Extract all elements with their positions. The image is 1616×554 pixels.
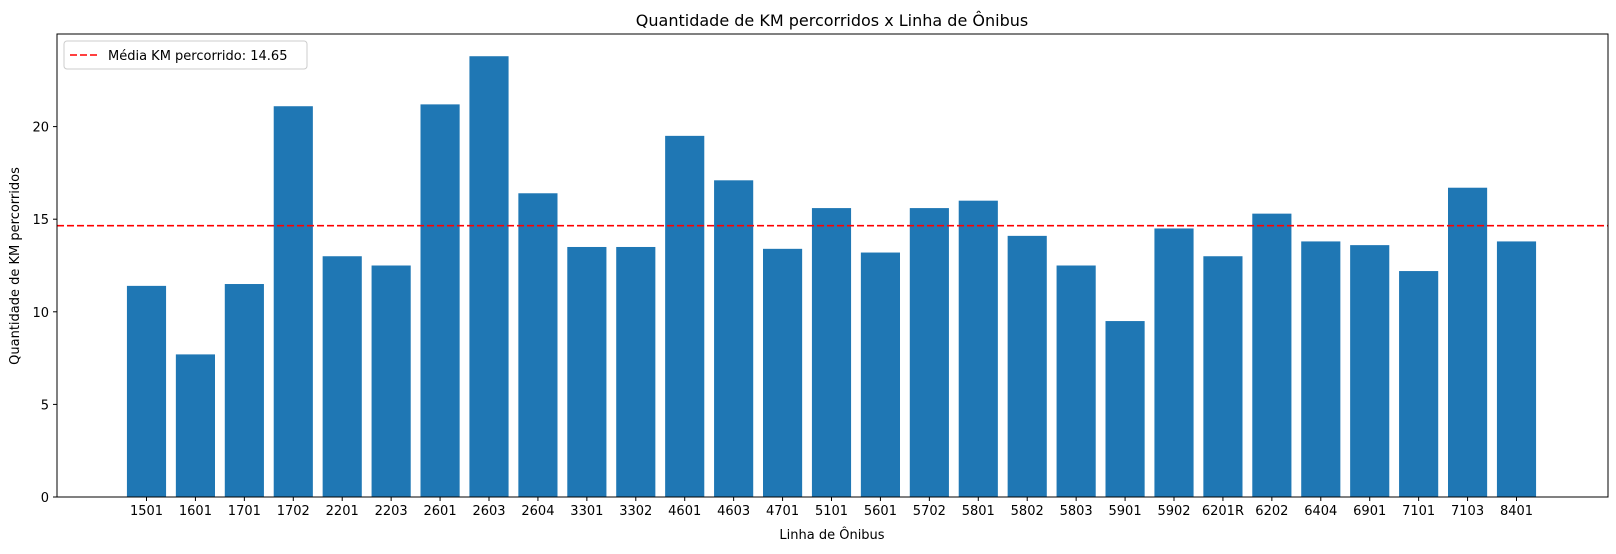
bar-2201 xyxy=(322,256,362,497)
x-tick-label: 8401 xyxy=(1500,504,1533,519)
x-tick-label: 6202 xyxy=(1255,504,1288,519)
x-tick-label: 6404 xyxy=(1304,504,1337,519)
x-tick-label: 2603 xyxy=(472,504,505,519)
x-tick-label: 1702 xyxy=(277,504,310,519)
x-tick-label: 2604 xyxy=(521,504,554,519)
bar-1601 xyxy=(175,354,215,497)
x-tick-label: 5702 xyxy=(913,504,946,519)
bar-1701 xyxy=(224,284,264,497)
y-tick-label: 20 xyxy=(32,121,49,136)
bar-3302 xyxy=(616,246,656,497)
x-tick-label: 4701 xyxy=(766,504,799,519)
bar-4701 xyxy=(763,248,803,497)
x-tick-label: 7103 xyxy=(1451,504,1484,519)
legend-box xyxy=(63,40,308,70)
bar-2203 xyxy=(371,265,411,497)
x-tick-label: 2203 xyxy=(375,504,408,519)
bar-5803 xyxy=(1056,265,1096,497)
y-tick-label: 0 xyxy=(41,491,49,506)
x-tick-label: 6201R xyxy=(1202,504,1244,519)
y-tick-label: 10 xyxy=(32,306,49,321)
x-tick-label: 4601 xyxy=(668,504,701,519)
legend: Média KM percorrido: 14.65 xyxy=(63,40,308,70)
bar-2603 xyxy=(469,56,509,497)
bar-7101 xyxy=(1399,271,1439,497)
x-tick-label: 2201 xyxy=(326,504,359,519)
bar-6404 xyxy=(1301,241,1341,497)
x-tick-label: 5902 xyxy=(1157,504,1190,519)
y-tick-label: 15 xyxy=(32,213,49,228)
x-tick-label: 5801 xyxy=(962,504,995,519)
bar-5702 xyxy=(909,208,949,497)
bar-6202 xyxy=(1252,213,1292,498)
bar-2604 xyxy=(518,193,558,497)
y-axis-label: Quantidade de KM percorridos xyxy=(8,167,23,365)
x-tick-label: 7101 xyxy=(1402,504,1435,519)
x-axis-label: Linha de Ônibus xyxy=(779,527,884,543)
x-tick-label: 2601 xyxy=(424,504,457,519)
legend-label: Média KM percorrido: 14.65 xyxy=(108,49,287,64)
y-ticks-group: 0 5 10 15 20 xyxy=(32,121,57,506)
x-ticks-group: 1501 1601 1701 1702 2201 2203 2601 2603 2604 3301… xyxy=(130,497,1533,519)
bar-7103 xyxy=(1448,187,1488,497)
bar-2601 xyxy=(420,104,460,497)
x-tick-label: 1701 xyxy=(228,504,261,519)
x-tick-label: 1501 xyxy=(130,504,163,519)
bar-3301 xyxy=(567,246,607,497)
bar-5802 xyxy=(1007,235,1047,498)
bar-4603 xyxy=(714,180,754,498)
x-tick-label: 3301 xyxy=(570,504,603,519)
x-tick-label: 1601 xyxy=(179,504,212,519)
x-tick-label: 4603 xyxy=(717,504,750,519)
bar-5902 xyxy=(1154,228,1194,497)
bar-4601 xyxy=(665,135,705,498)
bar-5101 xyxy=(811,208,852,497)
x-tick-label: 5802 xyxy=(1011,504,1044,519)
x-tick-label: 3302 xyxy=(619,504,652,519)
x-tick-label: 5101 xyxy=(815,504,848,519)
y-tick-label: 5 xyxy=(41,398,49,413)
bar-5601 xyxy=(860,252,900,497)
bar-1501 xyxy=(126,285,167,497)
x-tick-label: 5803 xyxy=(1060,504,1093,519)
bar-1702 xyxy=(273,106,313,497)
bar-5801 xyxy=(958,200,998,497)
x-tick-label: 6901 xyxy=(1353,504,1386,519)
chart-title: Quantidade de KM percorridos x Linha de … xyxy=(636,11,1028,30)
x-tick-label: 5601 xyxy=(864,504,897,519)
axes-frame xyxy=(56,33,1609,498)
bars-group xyxy=(126,56,1537,498)
bar-8401 xyxy=(1496,241,1537,497)
bar-6901 xyxy=(1350,245,1390,497)
bar-5901 xyxy=(1105,321,1145,497)
x-tick-label: 5901 xyxy=(1109,504,1142,519)
bar-6201R xyxy=(1203,256,1243,497)
